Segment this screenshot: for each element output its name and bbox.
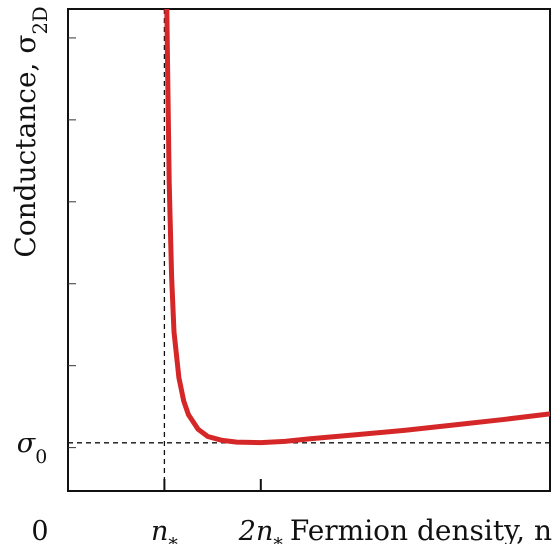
x-tick-label-2: 2n*	[238, 516, 284, 544]
labels-layer: 0 n* 2n*Fermion density, n σ0 Conductance, σ…	[9, 6, 552, 548]
x-tick-label-1: n*	[151, 516, 178, 544]
axes-frame	[67, 8, 551, 492]
y-axis-label: Conductance, σ2D	[9, 6, 52, 257]
x-tick-label-0: 0	[31, 516, 48, 544]
horizontal-reference-label: σ0	[17, 428, 47, 468]
series-clip-group	[164, 9, 550, 446]
x-axis-label: Fermion density, n	[290, 514, 552, 544]
plot-area	[67, 8, 551, 492]
series-line-0	[164, 9, 550, 446]
